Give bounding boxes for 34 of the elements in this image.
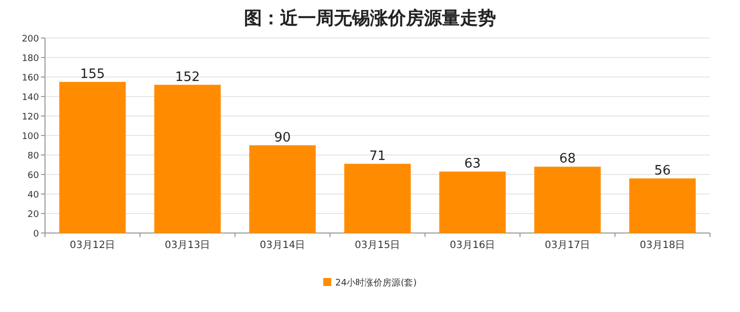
y-tick-label: 60 (28, 171, 40, 181)
x-tick-label: 03月13日 (164, 240, 210, 251)
x-tick-label: 03月14日 (260, 240, 306, 251)
data-label: 152 (175, 70, 200, 85)
bar (59, 82, 126, 233)
x-tick-label: 03月12日 (70, 240, 116, 251)
bar (629, 178, 696, 233)
bar (534, 166, 601, 233)
data-label: 155 (80, 66, 105, 82)
y-tick-label: 140 (22, 93, 40, 103)
data-label: 68 (559, 152, 576, 167)
bar (249, 145, 316, 233)
bar (154, 84, 221, 233)
x-tick-label: 03月18日 (640, 240, 686, 251)
y-tick-label: 160 (22, 74, 40, 84)
data-label: 71 (369, 148, 386, 164)
y-tick-label: 180 (22, 54, 40, 64)
y-tick-label: 120 (22, 112, 40, 122)
y-tick-label: 40 (28, 190, 40, 200)
x-tick-label: 03月17日 (544, 240, 590, 251)
y-tick-label: 20 (28, 210, 40, 220)
y-tick-label: 100 (22, 132, 40, 142)
data-label: 90 (274, 130, 291, 146)
data-label: 56 (654, 163, 671, 178)
y-tick-label: 0 (33, 230, 40, 240)
y-tick-label: 200 (22, 34, 40, 44)
bar (439, 172, 506, 233)
y-tick-label: 80 (28, 152, 40, 162)
chart-title: 图：近一周无锡涨价房源量走势 (244, 8, 496, 29)
data-label: 63 (464, 156, 481, 172)
x-tick-label: 03月16日 (450, 240, 496, 251)
legend-label: 24小时涨价房源(套) (335, 278, 417, 288)
x-tick-label: 03月15日 (354, 240, 400, 251)
bar (344, 164, 411, 233)
